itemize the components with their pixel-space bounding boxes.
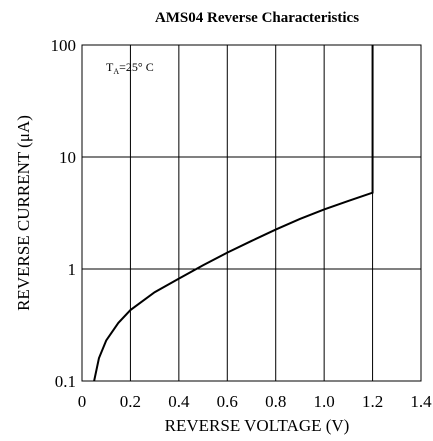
temperature-annotation: TA=25° C (106, 60, 154, 76)
x-tick-label: 1.0 (314, 392, 335, 411)
x-tick-label: 0.6 (217, 392, 238, 411)
x-tick-label: 0.4 (168, 392, 190, 411)
reverse-current-curve (93, 45, 374, 382)
x-tick-label: 1.4 (410, 392, 432, 411)
x-tick-labels: 0 0.2 0.4 0.6 0.8 1.0 1.2 1.4 (78, 392, 432, 411)
x-tick-label: 0.2 (120, 392, 141, 411)
x-tick-label: 0.8 (265, 392, 286, 411)
x-tick-label: 0 (78, 392, 87, 411)
annotation-suffix: =25° C (119, 60, 154, 74)
chart-title: AMS04 Reverse Characteristics (155, 10, 359, 26)
annotation-prefix: T (106, 60, 114, 74)
y-tick-labels: 0.1 1 10 100 (51, 36, 77, 391)
y-tick-label: 1 (68, 260, 77, 279)
y-axis-label: REVERSE CURRENT (μA) (14, 115, 33, 311)
grid-lines (82, 45, 421, 381)
y-tick-label: 0.1 (55, 372, 76, 391)
x-axis-label: REVERSE VOLTAGE (V) (165, 416, 350, 435)
x-tick-label: 1.2 (362, 392, 383, 411)
y-tick-label: 10 (59, 148, 76, 167)
plot-frame (81, 44, 422, 382)
y-tick-label: 100 (51, 36, 77, 55)
annotation-subscript: A (113, 67, 119, 76)
